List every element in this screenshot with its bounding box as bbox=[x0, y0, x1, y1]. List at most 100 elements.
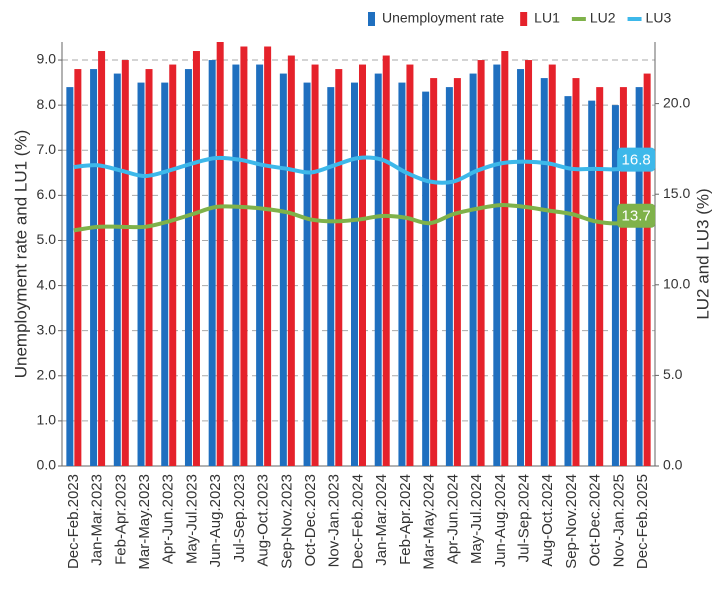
end-label-box bbox=[617, 147, 656, 172]
bar bbox=[406, 64, 414, 466]
x-tick-label: May-Jul.2024 bbox=[468, 474, 485, 564]
bar bbox=[493, 64, 501, 466]
legend-label: LU2 bbox=[590, 10, 616, 26]
y-tick-label: 5.0 bbox=[37, 231, 57, 247]
x-tick-label: Feb-Apr.2023 bbox=[112, 474, 129, 565]
bar bbox=[643, 73, 651, 467]
bar bbox=[501, 51, 509, 467]
bar bbox=[279, 73, 287, 467]
bar bbox=[572, 78, 580, 466]
end-label: 13.7 bbox=[622, 208, 651, 225]
bar bbox=[113, 73, 121, 467]
bar bbox=[422, 91, 430, 467]
bar bbox=[611, 105, 619, 467]
bar bbox=[469, 73, 477, 467]
bar bbox=[335, 69, 343, 466]
x-tick-label: Aug-Oct.2023 bbox=[255, 474, 272, 567]
line bbox=[73, 203, 644, 233]
x-tick-label: Dec-Feb.2024 bbox=[349, 474, 366, 569]
x-tick-label: Nov-Jan.2025 bbox=[610, 474, 627, 567]
y2-tick-label: 15.0 bbox=[663, 185, 690, 201]
y2-tick-label: 10.0 bbox=[663, 276, 690, 292]
y-tick-label: 2.0 bbox=[37, 366, 57, 382]
x-tick-label: Mar-May.2023 bbox=[136, 474, 153, 570]
bar bbox=[303, 82, 311, 467]
bar bbox=[351, 82, 358, 467]
bar bbox=[169, 64, 177, 466]
x-tick-label: Jun-Aug.2024 bbox=[492, 474, 509, 567]
bar bbox=[619, 87, 627, 466]
bar bbox=[374, 73, 382, 467]
x-tick-label: Apr-Jun.2024 bbox=[444, 474, 461, 564]
y-tick-label: 6.0 bbox=[37, 186, 57, 202]
bar bbox=[145, 69, 153, 466]
bar bbox=[596, 87, 604, 466]
y-tick-label: 4.0 bbox=[37, 276, 57, 292]
y-tick-label: 8.0 bbox=[37, 96, 57, 112]
x-tick-label: Jan-Mar.2024 bbox=[373, 474, 390, 566]
y-axis-label: Unemployment rate and LU1 (%) bbox=[11, 130, 30, 379]
legend-label: LU1 bbox=[534, 10, 560, 26]
bar bbox=[98, 51, 106, 467]
y2-tick-label: 0.0 bbox=[663, 457, 683, 473]
y2-tick-label: 20.0 bbox=[663, 94, 690, 110]
x-tick-label: Jan-Mar.2023 bbox=[89, 474, 106, 566]
bar bbox=[161, 82, 169, 467]
x-tick-label: Feb-Apr.2024 bbox=[397, 474, 414, 565]
y2-tick-label: 5.0 bbox=[663, 366, 683, 382]
bar bbox=[264, 46, 272, 466]
bar bbox=[216, 42, 224, 466]
end-label: 16.8 bbox=[622, 152, 651, 169]
bar bbox=[398, 82, 406, 467]
bar bbox=[240, 46, 248, 466]
bar bbox=[90, 69, 98, 466]
bar bbox=[517, 69, 525, 466]
bar bbox=[287, 55, 295, 466]
x-tick-label: May-Jul.2023 bbox=[183, 474, 200, 564]
legend-label: LU3 bbox=[646, 10, 672, 26]
bar bbox=[327, 87, 335, 466]
bar bbox=[588, 100, 596, 466]
bar bbox=[359, 64, 366, 466]
bar bbox=[564, 96, 572, 467]
x-tick-label: Jun-Aug.2023 bbox=[207, 474, 224, 567]
x-tick-label: Sep-Nov.2023 bbox=[278, 474, 295, 569]
bar bbox=[311, 64, 319, 466]
x-tick-label: Aug-Oct.2024 bbox=[539, 474, 556, 567]
x-tick-label: Jul-Sep.2023 bbox=[231, 474, 248, 562]
x-tick-label: Nov-Jan.2023 bbox=[326, 474, 343, 567]
bar bbox=[121, 60, 129, 467]
bar bbox=[635, 87, 643, 466]
bar bbox=[548, 64, 556, 466]
y2-axis-label: LU2 and LU3 (%) bbox=[693, 188, 712, 319]
bar bbox=[477, 60, 485, 467]
y-tick-label: 9.0 bbox=[37, 51, 57, 67]
bar bbox=[208, 60, 216, 467]
y-tick-label: 7.0 bbox=[37, 141, 57, 157]
legend-swatch bbox=[520, 12, 528, 26]
x-tick-label: Oct-Dec.2023 bbox=[302, 474, 319, 567]
bar bbox=[74, 69, 82, 466]
bar bbox=[525, 60, 533, 467]
x-tick-label: Jul-Sep.2024 bbox=[516, 474, 533, 562]
bar bbox=[540, 78, 548, 466]
x-tick-label: Apr-Jun.2023 bbox=[160, 474, 177, 564]
bar bbox=[256, 64, 264, 466]
bar bbox=[184, 69, 192, 466]
bar bbox=[430, 78, 438, 466]
bar bbox=[445, 87, 453, 466]
bar bbox=[453, 78, 461, 466]
legend-label: Unemployment rate bbox=[382, 10, 504, 26]
line bbox=[73, 155, 644, 185]
x-tick-label: Oct-Dec.2024 bbox=[587, 474, 604, 567]
x-tick-label: Dec-Feb.2023 bbox=[65, 474, 82, 569]
bar bbox=[382, 55, 390, 466]
bar bbox=[137, 82, 145, 467]
x-tick-label: Dec-Feb.2025 bbox=[634, 474, 651, 569]
legend-swatch bbox=[368, 12, 375, 26]
bar bbox=[66, 87, 74, 466]
bar bbox=[232, 64, 240, 466]
y-tick-label: 3.0 bbox=[37, 321, 57, 337]
x-tick-label: Mar-May.2024 bbox=[421, 474, 438, 570]
